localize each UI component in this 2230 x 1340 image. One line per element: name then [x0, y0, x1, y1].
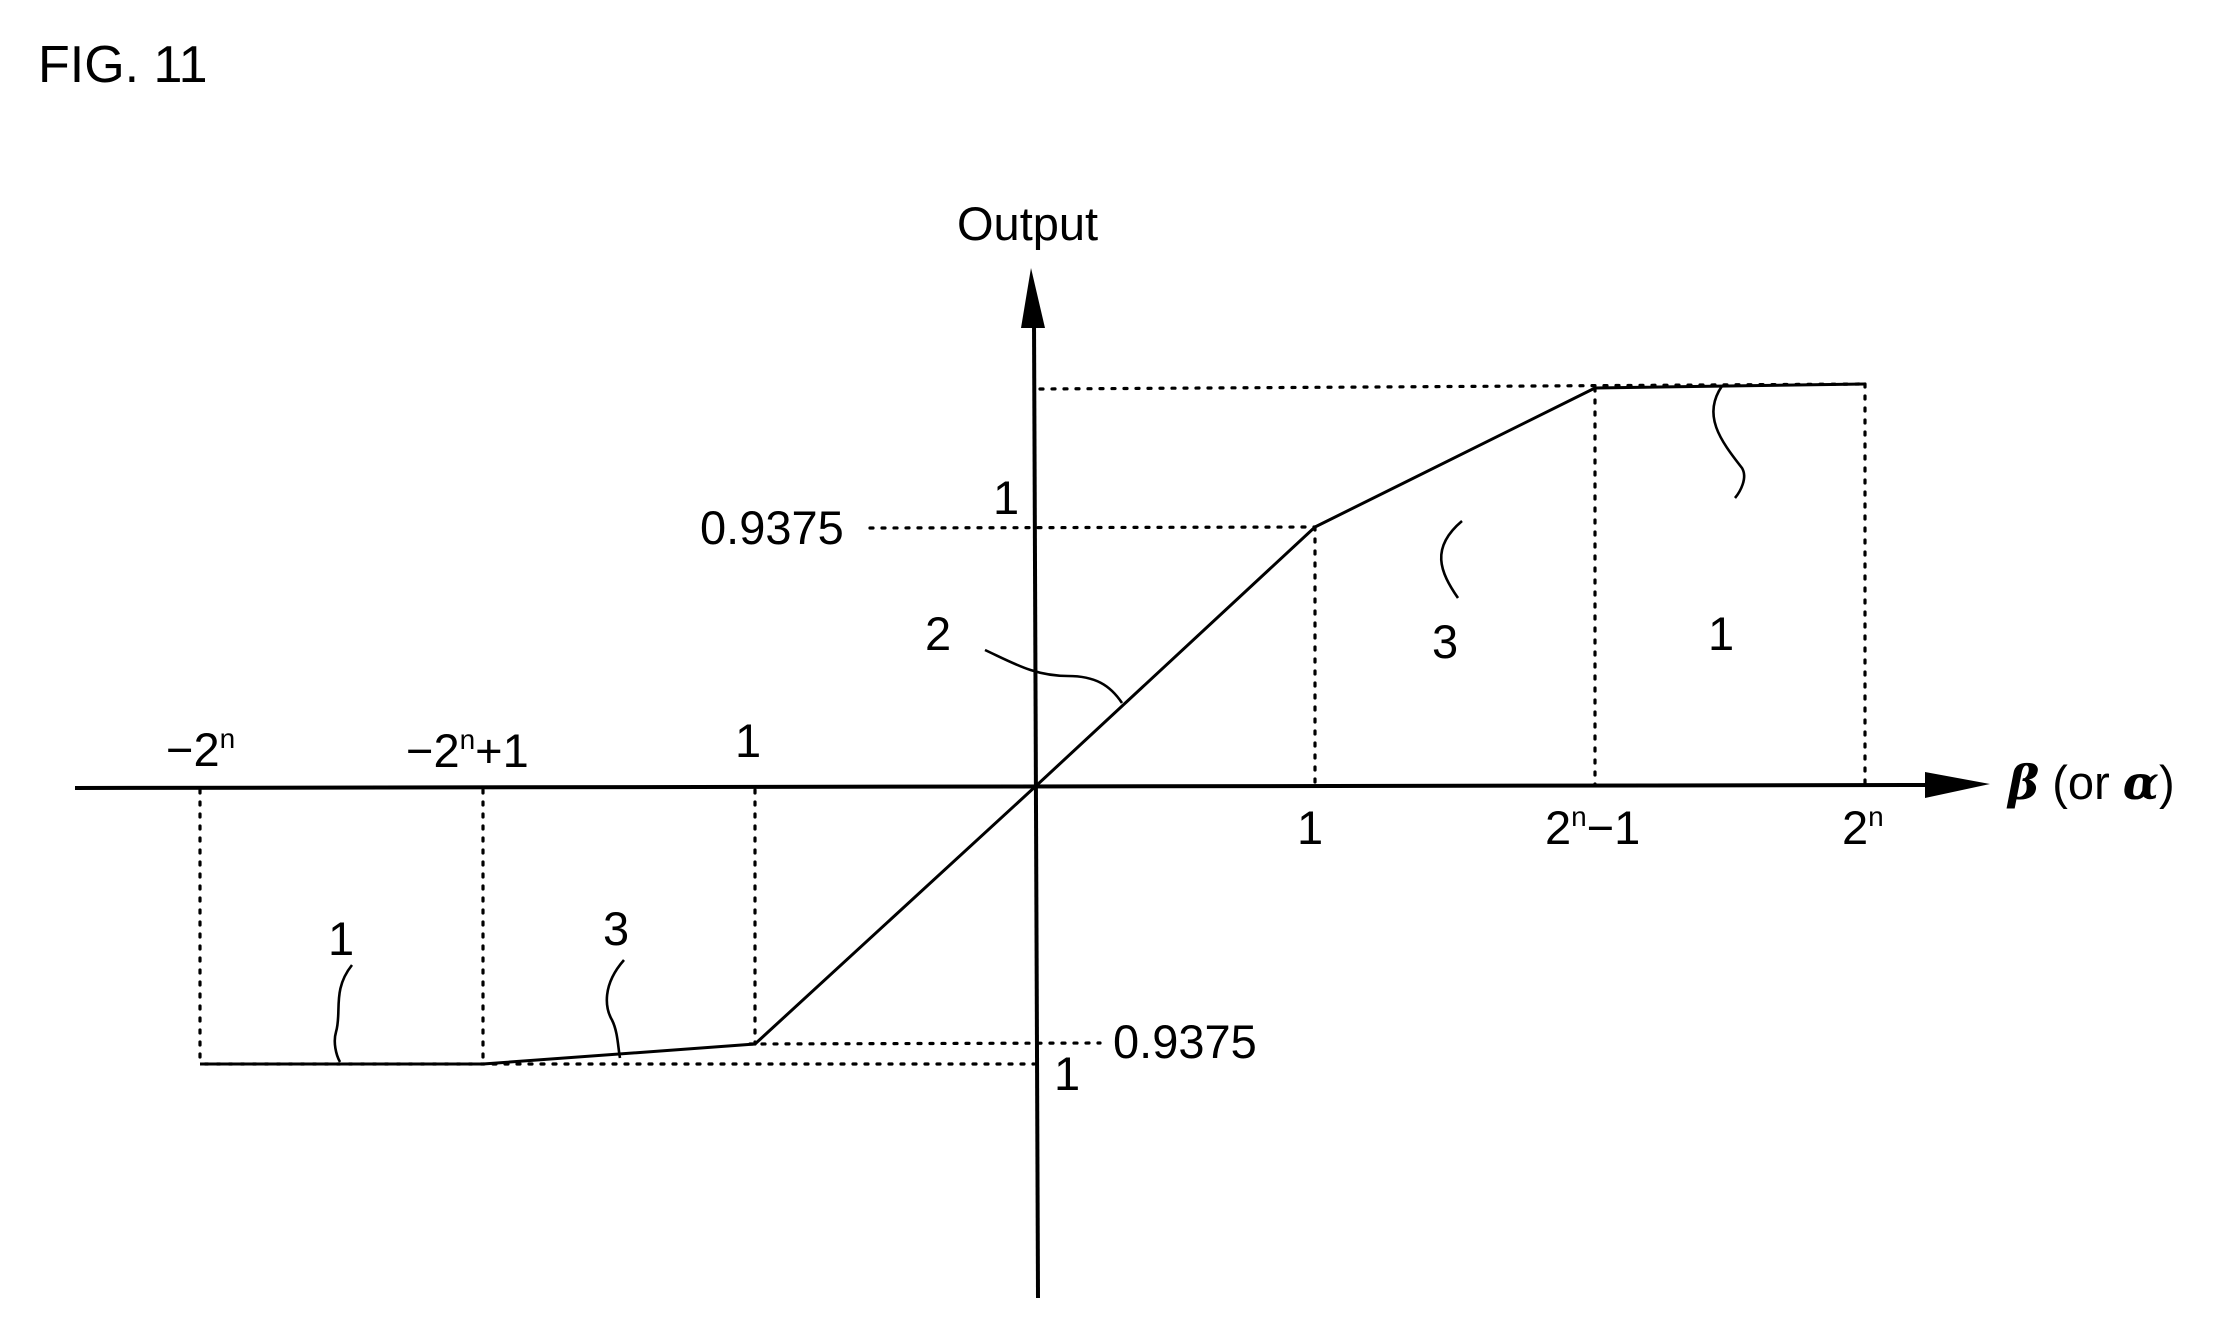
figure-title: FIG. 11 [38, 36, 208, 94]
y-axis-label: Output [957, 197, 1098, 250]
y-axis-arrowhead [1021, 268, 1045, 328]
label-neg-2n-plus1-sup: n [460, 724, 476, 755]
label-neg-2n-sup: n [220, 723, 236, 754]
guide-lower-0-9375 [750, 1043, 1100, 1044]
leader-right-1 [1713, 386, 1744, 498]
label-2n-minus1-tail: −1 [1587, 801, 1641, 854]
label-neg-2n-plus1-base: −2 [406, 724, 460, 777]
x-axis-label-paren-close: ) [2159, 756, 2175, 809]
guide-upper-0-9375 [870, 527, 1315, 528]
label-2n-sup: n [1868, 801, 1884, 832]
label-neg-2n-plus1-tail: +1 [475, 724, 529, 777]
ref-numeral-left-1: 1 [328, 912, 354, 965]
label-2n-minus1-sup: n [1571, 801, 1587, 832]
leader-center-2 [985, 650, 1122, 703]
y-axis-line [1034, 320, 1038, 1298]
x-axis-label: β (or α) [2006, 756, 2175, 811]
x-axis-label-paren-open: (or [2039, 756, 2123, 809]
x-axis-arrowhead [1925, 772, 1990, 798]
label-neg-2n-plus1: −2n+1 [406, 724, 529, 777]
ref-numeral-left-3: 3 [603, 902, 629, 955]
label-bottom-one: 1 [1297, 801, 1323, 854]
ref-numeral-right-3: 3 [1432, 615, 1458, 668]
label-upper-one: 1 [993, 471, 1019, 524]
label-upper-0-9375: 0.9375 [700, 501, 844, 554]
leader-left-1 [335, 965, 352, 1062]
ref-numeral-right-1: 1 [1708, 607, 1734, 660]
x-axis-label-beta: β [2006, 756, 2039, 811]
label-2n: 2n [1842, 801, 1884, 854]
label-lower-one: 1 [1054, 1047, 1080, 1100]
label-2n-minus1: 2n−1 [1545, 801, 1640, 854]
label-2n-base: 2 [1842, 801, 1868, 854]
leader-right-3 [1441, 521, 1462, 598]
label-top-one: 1 [735, 714, 761, 767]
leader-left-3 [607, 960, 624, 1058]
x-axis-line [75, 785, 1930, 788]
label-neg-2n-base: −2 [166, 723, 220, 776]
label-neg-2n: −2n [166, 723, 235, 776]
label-2n-minus1-base: 2 [1545, 801, 1571, 854]
ref-numeral-center-2: 2 [925, 607, 951, 660]
label-lower-0-9375: 0.9375 [1113, 1015, 1257, 1068]
x-axis-label-alpha: α [2123, 756, 2159, 811]
